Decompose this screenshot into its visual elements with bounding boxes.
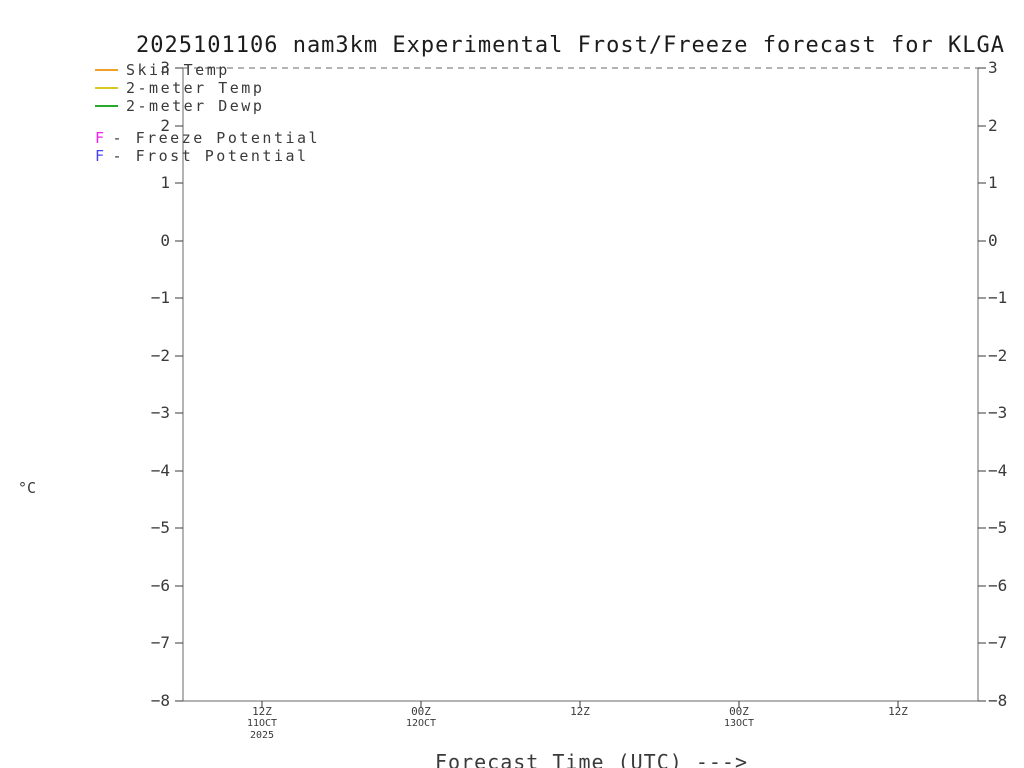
- legend-label-freeze-potential: - Freeze Potential: [112, 129, 321, 147]
- legend-item-frost-potential: F - Frost Potential: [95, 147, 309, 165]
- y-tick-label-left: −2: [150, 346, 170, 365]
- frost-marker-symbol: F: [95, 147, 107, 165]
- x-tick-group: 12Z 11OCT 2025: [230, 706, 294, 742]
- y-tick-label-right: 1: [988, 173, 998, 192]
- y-tick-label-right: −4: [988, 461, 1008, 480]
- legend-item-2m-dewp: 2-meter Dewp: [95, 97, 264, 115]
- y-tick-label-left: −5: [150, 518, 170, 537]
- x-tick-group: 00Z 12OCT: [389, 706, 453, 730]
- y-tick-label-left: 0: [160, 231, 170, 250]
- legend-item-freeze-potential: F - Freeze Potential: [95, 129, 320, 147]
- x-tick-date: 13OCT: [723, 718, 755, 729]
- x-tick-date: 11OCT: [246, 718, 278, 729]
- x-tick-year: 2025: [249, 730, 275, 741]
- x-tick-time: 00Z: [729, 705, 749, 718]
- y-tick-label-right: 2: [988, 116, 998, 135]
- y-tick-label-left: −8: [150, 691, 170, 710]
- legend-label-frost-potential: - Frost Potential: [112, 147, 309, 165]
- 2m-temp-line-swatch: [95, 87, 118, 89]
- legend-label-2m-temp: 2-meter Temp: [126, 79, 265, 97]
- x-tick-time: 12Z: [570, 705, 590, 718]
- y-tick-label-right: −5: [988, 518, 1008, 537]
- y-tick-label-left: −1: [150, 288, 170, 307]
- y-tick-label-left: −4: [150, 461, 170, 480]
- legend-label-skin-temp: Skin Temp: [126, 61, 230, 79]
- y-tick-label-left: −6: [150, 576, 170, 595]
- x-axis-label: Forecast Time (UTC) --->: [435, 750, 748, 768]
- x-tick-date: 12OCT: [405, 718, 437, 729]
- y-tick-label-left: −3: [150, 403, 170, 422]
- legend-label-2m-dewp: 2-meter Dewp: [126, 97, 265, 115]
- y-tick-label-right: −1: [988, 288, 1008, 307]
- skin-temp-line-swatch: [95, 69, 118, 71]
- freeze-marker-symbol: F: [95, 129, 107, 147]
- x-tick-time: 00Z: [411, 705, 431, 718]
- y-tick-label-left: 2: [160, 116, 170, 135]
- legend-item-skin-temp: Skin Temp: [95, 61, 230, 79]
- y-tick-label-left: 1: [160, 173, 170, 192]
- y-tick-label-left: −7: [150, 633, 170, 652]
- x-tick-group: 12Z: [866, 706, 930, 718]
- y-tick-label-right: −7: [988, 633, 1008, 652]
- x-tick-time: 12Z: [252, 705, 272, 718]
- y-tick-label-right: −3: [988, 403, 1008, 422]
- x-tick-time: 12Z: [888, 705, 908, 718]
- y-tick-label-right: −8: [988, 691, 1008, 710]
- y-tick-label-right: 3: [988, 58, 998, 77]
- chart-title: 2025101106 nam3km Experimental Frost/Fre…: [136, 33, 1005, 58]
- y-tick-label-right: 0: [988, 231, 998, 250]
- 2m-dewp-line-swatch: [95, 105, 118, 107]
- x-tick-group: 12Z: [548, 706, 612, 718]
- y-axis-label: °C: [18, 479, 37, 497]
- y-tick-label-right: −2: [988, 346, 1008, 365]
- y-tick-label-right: −6: [988, 576, 1008, 595]
- x-tick-group: 00Z 13OCT: [707, 706, 771, 730]
- legend-item-2m-temp: 2-meter Temp: [95, 79, 264, 97]
- y-tick-label-left: 3: [160, 58, 170, 77]
